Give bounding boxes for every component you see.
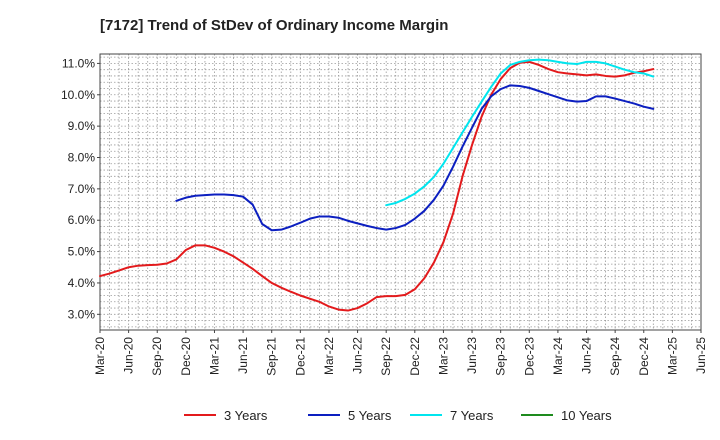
plot-frame <box>99 53 702 331</box>
x-tick-label: Sep-21 <box>265 337 279 376</box>
y-tick-label: 7.0% <box>68 182 96 196</box>
y-tick-label: 4.0% <box>68 276 96 290</box>
y-tick-label: 3.0% <box>68 307 96 321</box>
y-tick-label: 11.0% <box>62 56 95 70</box>
x-tick-label: Dec-23 <box>522 337 536 376</box>
x-tick-label: Sep-23 <box>494 337 508 376</box>
series-line-1 <box>99 60 655 312</box>
y-tick-label: 8.0% <box>68 151 96 165</box>
plot-area: 3.0% 4.0% 5.0% 6.0% 7.0% 8.0% 9.0% 10.0% 11.0% Ma… <box>61 53 708 376</box>
x-tick-label: Dec-24 <box>637 337 651 376</box>
x-tick-label: Mar-20 <box>93 337 107 375</box>
chart-title: [7172] Trend of StDev of Ordinary Income… <box>100 17 448 34</box>
plot-background <box>100 54 701 330</box>
series-line-2 <box>175 84 655 232</box>
y-tick-label: 10.0% <box>61 88 95 102</box>
x-tick-label: Jun-23 <box>465 337 479 374</box>
x-tick-label: Jun-21 <box>236 337 250 374</box>
series-line-3 <box>385 58 655 207</box>
y-tick-label: 5.0% <box>68 245 96 259</box>
x-tick-label: Dec-20 <box>179 337 193 376</box>
legend-label-4: 10 Years <box>561 408 612 423</box>
x-tick-label: Jun-20 <box>122 337 136 374</box>
x-tick-label: Mar-24 <box>551 337 565 375</box>
x-tick-label: Mar-22 <box>322 337 336 375</box>
legend: 3 Years 5 Years 7 Years 10 Years <box>184 408 612 423</box>
x-tick-label: Sep-22 <box>379 337 393 376</box>
y-tick-label: 6.0% <box>68 213 96 227</box>
x-tick-label: Jun-22 <box>351 337 365 374</box>
x-tick-label: Sep-24 <box>608 337 622 376</box>
x-tick-label: Jun-24 <box>580 337 594 374</box>
x-tick-label: Mar-25 <box>665 337 679 375</box>
x-tick-label: Dec-21 <box>293 337 307 376</box>
x-tick-label: Mar-23 <box>436 337 450 375</box>
legend-label-3: 7 Years <box>450 408 494 423</box>
x-tick-label: Mar-21 <box>207 337 221 375</box>
y-tick-label: 9.0% <box>68 119 96 133</box>
legend-label-1: 3 Years <box>224 408 268 423</box>
x-tick-label: Sep-20 <box>150 337 164 376</box>
x-tick-label: Dec-22 <box>408 337 422 376</box>
legend-label-2: 5 Years <box>348 408 392 423</box>
x-tick-label: Jun-25 <box>694 337 708 374</box>
